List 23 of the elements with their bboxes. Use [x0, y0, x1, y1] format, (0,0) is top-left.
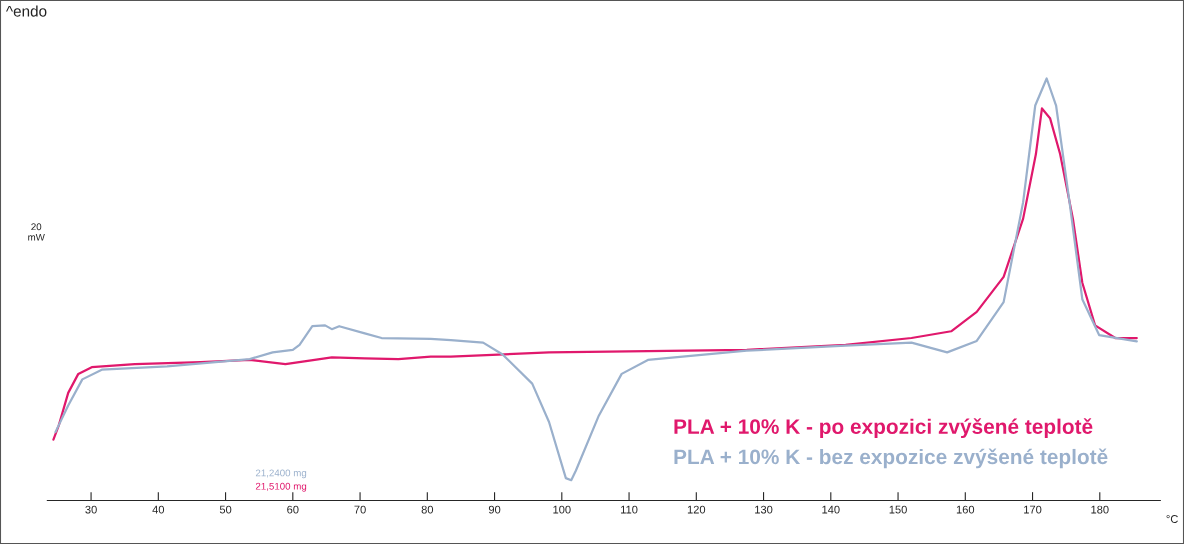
x-tick-label: 40	[152, 505, 165, 514]
x-tick-label: 100	[553, 505, 571, 514]
x-tick-label: 180	[1091, 505, 1109, 514]
x-tick-label: 160	[956, 505, 975, 514]
text: PLA + 10% K - po expozici zvýšené teplotě	[674, 418, 1093, 439]
x-tick-label: 80	[421, 505, 434, 514]
x-tick-label: 140	[822, 505, 840, 514]
x-tick-label: 170	[1024, 505, 1042, 514]
x-tick-label: 50	[219, 505, 232, 514]
x-tick-label: 90	[488, 505, 501, 514]
annotation: 21,2400 mg	[255, 469, 307, 479]
x-tick-label: 110	[621, 505, 638, 514]
x-tick-label: 150	[889, 505, 907, 514]
x-tick-label: 60	[287, 505, 299, 514]
x-axis-title: °C	[1166, 515, 1178, 523]
text: 20 mW	[28, 223, 45, 241]
x-tick-label: 30	[85, 505, 97, 514]
annotation: 21,5100 mg	[255, 482, 307, 492]
x-tick-label: 120	[687, 505, 706, 514]
text: ^endo	[5, 5, 47, 17]
x-tick-label: 70	[354, 505, 366, 514]
text: PLA + 10% K - bez expozice zvýšené teplotě	[674, 448, 1108, 469]
x-tick-label: 130	[755, 505, 773, 514]
